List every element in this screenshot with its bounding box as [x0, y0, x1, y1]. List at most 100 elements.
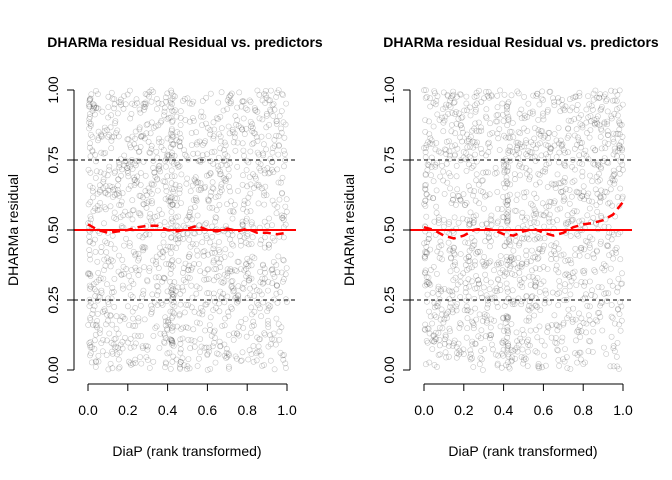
data-point	[580, 361, 587, 367]
data-point	[510, 348, 517, 354]
data-point	[555, 302, 562, 309]
data-point	[615, 130, 621, 137]
data-point	[260, 299, 267, 306]
data-point	[526, 314, 532, 321]
data-point	[216, 300, 222, 307]
data-point	[501, 169, 508, 176]
data-point	[587, 303, 593, 310]
data-point	[608, 236, 615, 243]
data-point	[604, 118, 611, 125]
data-point	[586, 197, 592, 204]
data-point	[556, 140, 562, 147]
data-point	[532, 208, 539, 215]
data-point	[579, 124, 586, 131]
data-point	[457, 91, 463, 97]
data-point	[453, 162, 460, 169]
data-point	[131, 182, 138, 188]
data-point	[274, 299, 281, 306]
data-point	[129, 133, 136, 140]
data-point	[282, 221, 289, 228]
data-point	[540, 134, 547, 141]
data-point	[615, 112, 621, 119]
data-point	[220, 290, 226, 297]
data-point	[487, 216, 494, 223]
data-point	[567, 257, 574, 263]
data-point	[580, 189, 587, 195]
data-point	[502, 184, 508, 191]
data-point	[280, 92, 286, 98]
data-point	[161, 275, 168, 282]
data-point	[505, 164, 512, 170]
data-point	[232, 147, 239, 154]
data-point	[189, 264, 196, 271]
data-point	[494, 205, 501, 212]
data-point	[153, 253, 160, 260]
data-point	[516, 240, 523, 247]
data-point	[203, 235, 210, 241]
data-point	[582, 294, 588, 301]
data-point	[144, 343, 151, 350]
data-point	[430, 195, 436, 201]
data-point	[500, 193, 506, 200]
data-point	[165, 243, 172, 250]
data-point	[504, 167, 511, 174]
data-point	[422, 270, 429, 277]
data-point	[588, 103, 595, 109]
data-point	[176, 235, 183, 242]
data-point	[280, 216, 287, 223]
data-point	[177, 143, 184, 150]
data-point	[208, 250, 215, 256]
data-point	[247, 285, 253, 292]
data-point	[118, 202, 124, 208]
data-point	[90, 100, 96, 107]
data-point	[435, 214, 442, 221]
data-point	[588, 118, 594, 125]
data-point	[540, 212, 547, 218]
data-point	[450, 340, 457, 347]
data-point	[475, 333, 482, 340]
data-point	[100, 150, 107, 157]
data-point	[174, 223, 181, 230]
data-point	[196, 261, 202, 267]
data-point	[92, 293, 99, 299]
data-point	[605, 290, 612, 297]
data-point	[215, 116, 221, 122]
data-point	[234, 104, 240, 111]
data-point	[478, 98, 485, 105]
data-point	[212, 334, 218, 341]
data-point	[153, 261, 159, 268]
data-point	[513, 208, 520, 214]
data-point	[267, 155, 274, 162]
data-point	[549, 289, 556, 296]
data-point	[270, 271, 276, 277]
data-point	[528, 149, 535, 156]
data-point	[505, 314, 512, 320]
data-point	[135, 318, 142, 325]
data-point	[186, 236, 192, 243]
data-point	[488, 295, 495, 302]
data-point	[136, 148, 143, 155]
data-point	[579, 193, 585, 200]
data-point	[142, 244, 149, 251]
data-point	[205, 266, 212, 272]
data-point	[579, 122, 586, 129]
data-point	[190, 118, 197, 124]
data-point	[457, 273, 464, 279]
data-point	[89, 344, 95, 350]
data-point	[482, 113, 489, 120]
data-point	[105, 104, 112, 110]
data-point	[477, 335, 484, 342]
data-point	[266, 241, 272, 248]
data-point	[189, 216, 196, 223]
data-point	[161, 332, 168, 339]
data-point	[504, 103, 511, 110]
data-point	[480, 284, 487, 291]
data-point	[553, 266, 559, 273]
data-point	[536, 179, 543, 186]
data-point	[497, 253, 504, 259]
data-point	[532, 283, 539, 290]
data-point	[473, 142, 479, 149]
data-point	[453, 266, 460, 273]
data-point	[115, 182, 121, 189]
data-point	[146, 365, 153, 371]
